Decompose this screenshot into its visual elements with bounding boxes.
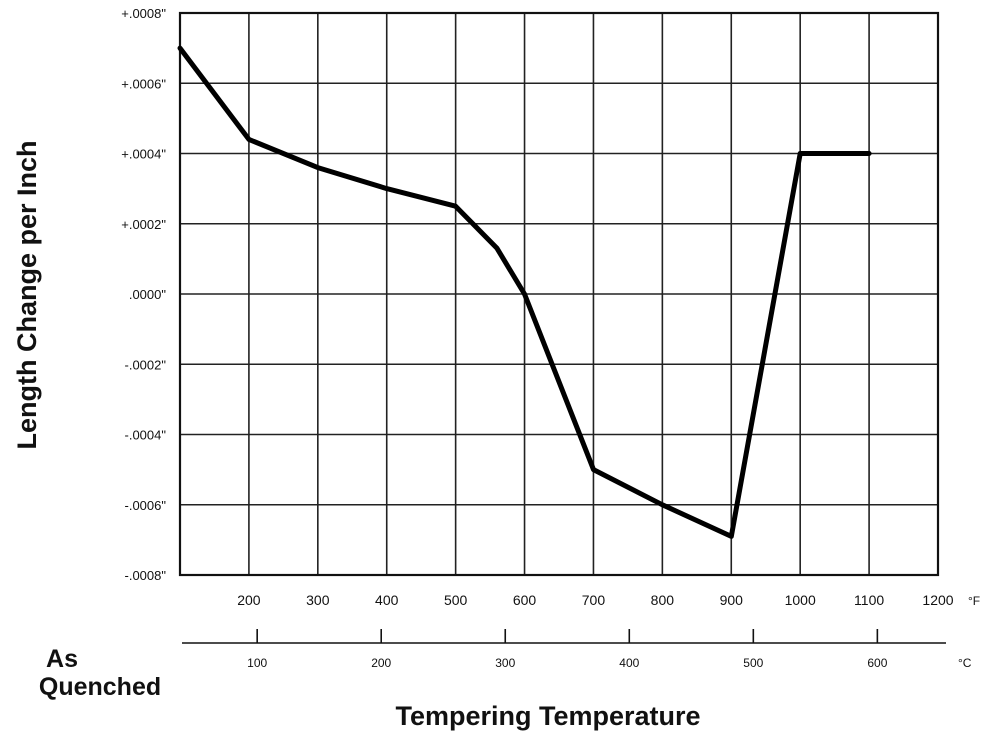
x-tick-label-fahrenheit: 500 [444,592,468,608]
x-tick-label-fahrenheit: 400 [375,592,399,608]
y-tick-label: +.0004" [121,147,166,162]
x-tick-label-celsius: 400 [619,656,639,670]
y-tick-labels: +.0008" +.0006" +.0004" +.0002" .0000" -.0002… [121,6,166,583]
x-tick-label-celsius: 600 [867,656,887,670]
y-tick-label: .0000" [129,287,167,302]
as-quenched-label-line1: As [46,645,78,673]
y-tick-label: -.0004" [125,428,167,443]
x-tick-label-fahrenheit: 900 [720,592,744,608]
y-tick-label: -.0008" [125,568,167,583]
y-tick-label: +.0006" [121,76,166,91]
x-tick-label-celsius: 500 [743,656,763,670]
grid [178,11,940,577]
x-tick-label-fahrenheit: 200 [237,592,261,608]
x-unit-fahrenheit: °F [968,594,980,608]
y-tick-label: -.0006" [125,498,167,513]
series-line [177,45,872,539]
series [177,45,872,539]
x-tick-label-celsius: 300 [495,656,515,670]
x-tick-label-fahrenheit: 300 [306,592,330,608]
y-tick-label: +.0008" [121,6,166,21]
x-tick-label-celsius: 100 [247,656,267,670]
plot-frame [178,11,940,577]
x-tick-label-fahrenheit: 600 [513,592,537,608]
x-tick-label-fahrenheit: 1000 [785,592,816,608]
x-axis-label: Tempering Temperature [395,701,700,731]
y-axis-label: Length Change per Inch [12,140,42,449]
x-tick-label-fahrenheit: 800 [651,592,675,608]
x-tick-label-celsius: 200 [371,656,391,670]
x-tick-label-fahrenheit: 1200 [922,592,953,608]
x-tick-label-fahrenheit: 1100 [854,592,884,608]
y-tick-label: +.0002" [121,217,166,232]
x-axis-celsius: 100 200 300 400 500 600 [182,629,946,670]
x-tick-label-fahrenheit: 700 [582,592,606,608]
x-tick-labels-fahrenheit: 200 300 400 500 600 700 800 900 1000 1100 1200 [237,592,954,608]
y-tick-label: -.0002" [125,357,167,372]
x-unit-celsius: °C [958,656,972,670]
as-quenched-label-line2: Quenched [39,673,161,701]
